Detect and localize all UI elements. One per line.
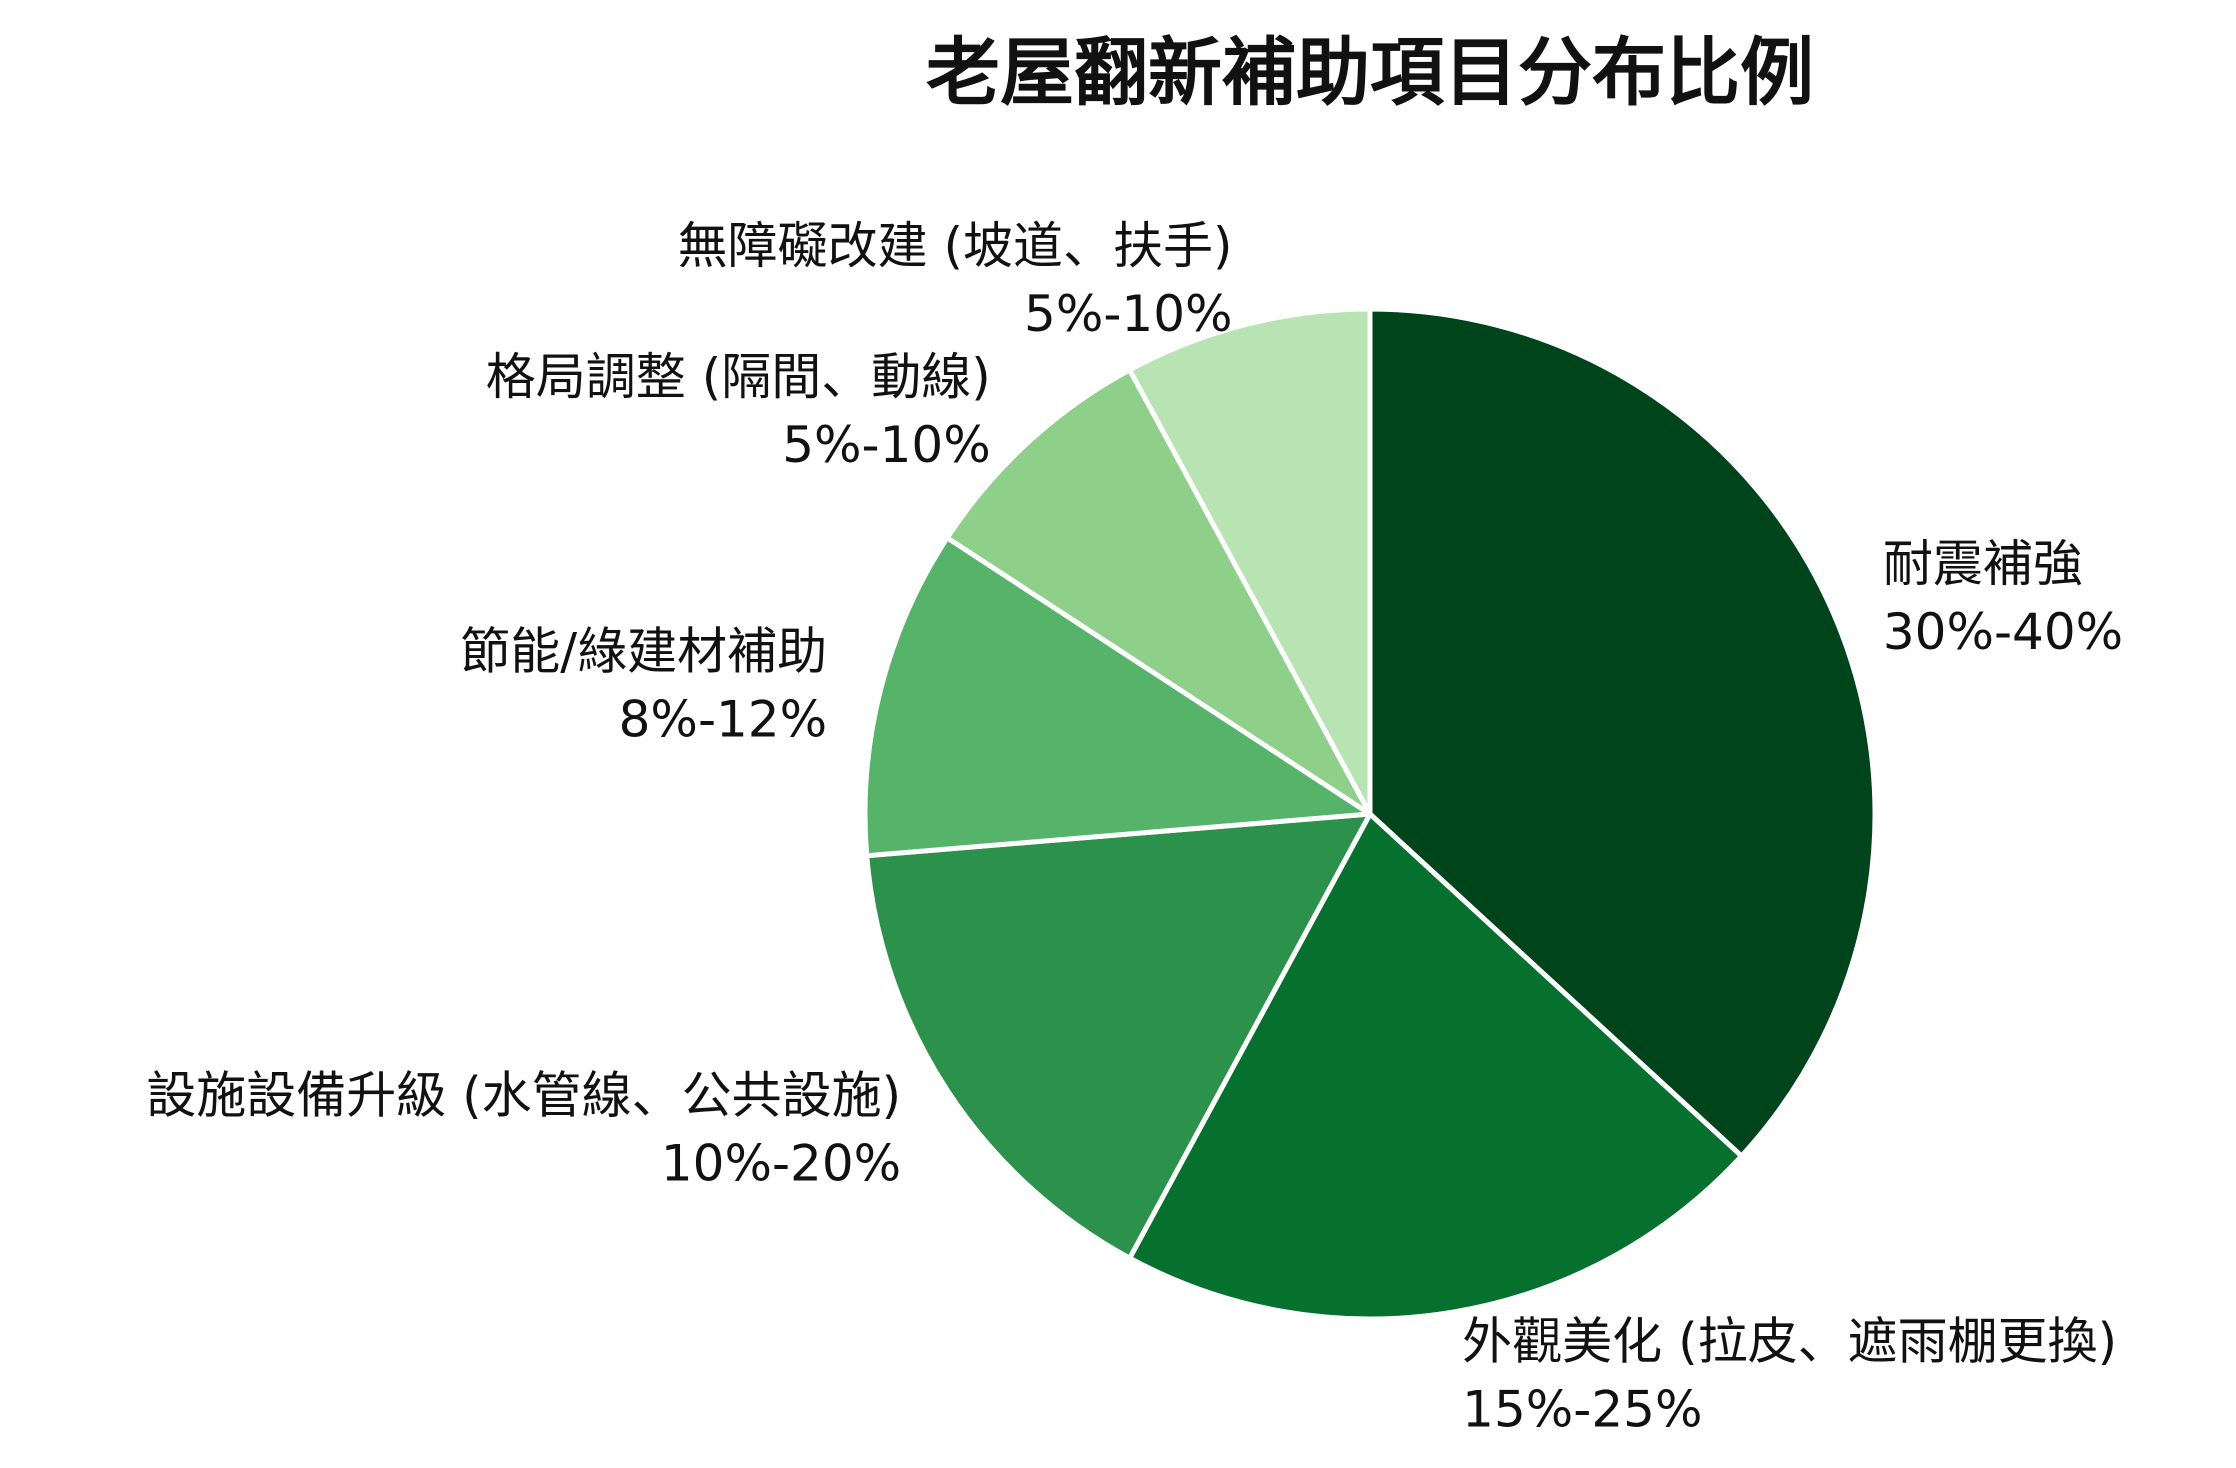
slice-label-name: 設施設備升級 (水管線、公共設施) <box>146 1066 901 1124</box>
slice-label-4: 節能/綠建材補助 8%-12% <box>460 623 827 749</box>
pie-slice-3 <box>864 811 1373 1261</box>
pie-slice-1 <box>1367 306 1878 1159</box>
chart-title: 老屋翻新補助項目分布比例 <box>926 30 1814 116</box>
slice-label-range: 5%-10% <box>1024 285 1233 343</box>
pie-slice-6 <box>1127 306 1373 817</box>
slice-label-name: 外觀美化 (拉皮、遮雨棚更換) <box>1462 1312 2117 1370</box>
pie-slices <box>862 306 1878 1322</box>
slice-label-name: 無障礙改建 (坡道、扶手) <box>678 217 1233 275</box>
slice-label-5: 格局調整 (隔間、動線) 5%-10% <box>486 348 991 474</box>
slice-label-6: 無障礙改建 (坡道、扶手) 5%-10% <box>678 217 1233 343</box>
slice-label-name: 耐震補強 <box>1883 535 2083 593</box>
slice-label-name: 節能/綠建材補助 <box>460 623 827 681</box>
slice-label-range: 15%-25% <box>1462 1380 1702 1438</box>
slice-labels: 耐震補強 30%-40% 外觀美化 (拉皮、遮雨棚更換) 15%-25% 設施設備升級 … <box>146 217 2123 1438</box>
slice-label-range: 8%-12% <box>619 691 828 749</box>
pie-slice-5 <box>944 367 1373 817</box>
slice-label-1: 耐震補強 30%-40% <box>1883 535 2123 661</box>
slice-label-3: 設施設備升級 (水管線、公共設施) 10%-20% <box>146 1066 901 1192</box>
slice-label-name: 格局調整 (隔間、動線) <box>486 348 991 406</box>
pie-slice-4 <box>862 535 1373 859</box>
pie-slice-2 <box>1127 811 1745 1322</box>
slice-label-range: 10%-20% <box>661 1134 901 1192</box>
slice-label-range: 5%-10% <box>782 416 991 474</box>
slice-label-range: 30%-40% <box>1883 603 2123 661</box>
slice-label-2: 外觀美化 (拉皮、遮雨棚更換) 15%-25% <box>1462 1312 2117 1438</box>
